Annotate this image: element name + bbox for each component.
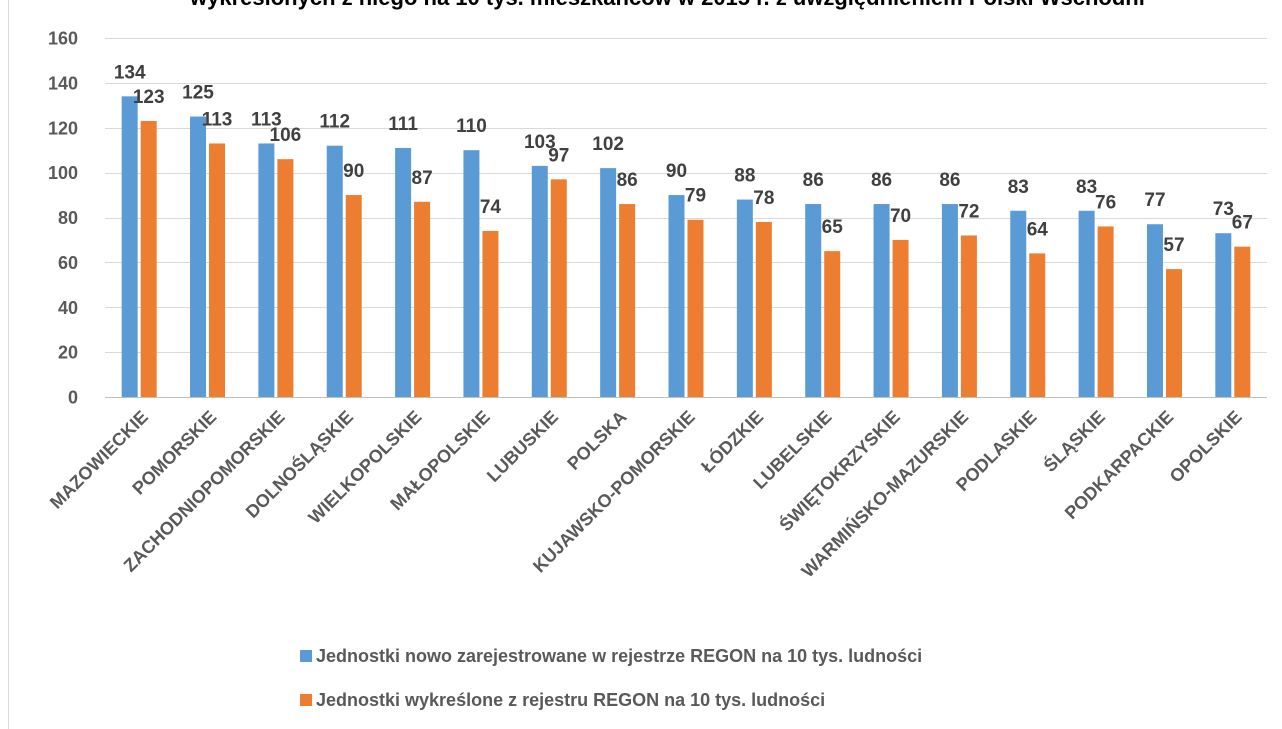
data-label-registered-12: 86 bbox=[939, 170, 960, 191]
bar-deregistered-14 bbox=[1097, 226, 1114, 397]
data-label-deregistered-16: 67 bbox=[1232, 213, 1253, 234]
data-label-registered-3: 112 bbox=[319, 112, 350, 133]
data-label-registered-10: 86 bbox=[803, 170, 824, 191]
chart-title: wykreślonych z niego na 10 tys. mieszkań… bbox=[190, 0, 1280, 11]
y-tick-label-40: 40 bbox=[58, 298, 78, 318]
bar-registered-10 bbox=[805, 204, 822, 397]
bar-deregistered-1 bbox=[209, 143, 226, 397]
data-label-deregistered-5: 74 bbox=[480, 197, 502, 218]
bar-registered-9 bbox=[736, 199, 753, 397]
bar-registered-1 bbox=[190, 116, 207, 397]
legend-item-registered: Jednostki nowo zarejestrowane w rejestrz… bbox=[300, 646, 1200, 666]
data-label-registered-9: 88 bbox=[734, 166, 755, 187]
data-label-registered-8: 90 bbox=[666, 161, 687, 182]
data-label-registered-6: 103 bbox=[524, 132, 556, 153]
legend-label-deregistered: Jednostki wykreślone z rejestru REGON na… bbox=[316, 690, 826, 710]
bar-registered-14 bbox=[1078, 210, 1095, 397]
bar-registered-3 bbox=[326, 145, 343, 397]
bar-registered-8 bbox=[668, 195, 685, 397]
legend-label-registered: Jednostki nowo zarejestrowane w rejestrz… bbox=[316, 646, 923, 666]
bar-deregistered-7 bbox=[619, 204, 636, 397]
data-label-deregistered-1: 113 bbox=[202, 109, 233, 130]
data-label-registered-2: 113 bbox=[251, 109, 282, 130]
data-label-deregistered-10: 65 bbox=[822, 217, 844, 238]
data-label-deregistered-2: 106 bbox=[270, 125, 302, 146]
bar-registered-2 bbox=[258, 143, 275, 397]
legend-swatch-deregistered bbox=[300, 694, 312, 706]
bar-deregistered-12 bbox=[960, 235, 977, 397]
bar-registered-15 bbox=[1146, 224, 1163, 397]
bar-deregistered-13 bbox=[1029, 253, 1046, 397]
chart-area bbox=[8, 0, 1282, 729]
bar-registered-16 bbox=[1215, 233, 1232, 397]
data-label-deregistered-12: 72 bbox=[958, 201, 979, 222]
bar-registered-7 bbox=[600, 168, 617, 397]
legend-item-deregistered: Jednostki wykreślone z rejestru REGON na… bbox=[300, 690, 1200, 710]
data-label-registered-5: 110 bbox=[456, 116, 487, 137]
bar-deregistered-8 bbox=[687, 219, 704, 397]
bar-deregistered-10 bbox=[824, 251, 841, 397]
data-label-registered-11: 86 bbox=[871, 170, 892, 191]
data-label-deregistered-6: 97 bbox=[548, 145, 569, 166]
bar-deregistered-6 bbox=[550, 179, 567, 397]
data-label-deregistered-8: 79 bbox=[685, 186, 706, 207]
bar-registered-11 bbox=[873, 204, 890, 397]
bar-deregistered-15 bbox=[1165, 269, 1182, 397]
bar-deregistered-2 bbox=[277, 159, 294, 397]
y-tick-label-60: 60 bbox=[58, 253, 78, 273]
y-tick-label-80: 80 bbox=[58, 208, 78, 228]
bar-deregistered-3 bbox=[345, 195, 362, 397]
data-label-deregistered-13: 64 bbox=[1027, 219, 1049, 240]
bar-deregistered-16 bbox=[1234, 246, 1251, 397]
y-tick-label-160: 160 bbox=[48, 29, 78, 49]
data-label-deregistered-15: 57 bbox=[1163, 235, 1184, 256]
data-label-registered-0: 134 bbox=[114, 62, 146, 83]
y-tick-label-120: 120 bbox=[48, 118, 78, 138]
bar-registered-5 bbox=[463, 150, 480, 397]
y-tick-label-100: 100 bbox=[48, 163, 78, 183]
data-label-registered-7: 102 bbox=[592, 134, 624, 155]
bar-registered-4 bbox=[395, 147, 412, 397]
bar-registered-6 bbox=[531, 165, 548, 397]
bar-deregistered-0 bbox=[140, 121, 157, 398]
data-label-deregistered-0: 123 bbox=[133, 87, 165, 108]
data-label-registered-4: 111 bbox=[388, 114, 418, 135]
bar-deregistered-11 bbox=[892, 239, 909, 397]
bar-deregistered-9 bbox=[755, 221, 772, 397]
data-label-registered-14: 83 bbox=[1076, 177, 1097, 198]
data-label-registered-1: 125 bbox=[182, 83, 214, 104]
data-label-deregistered-9: 78 bbox=[753, 188, 774, 209]
data-label-registered-15: 77 bbox=[1144, 190, 1165, 211]
data-label-deregistered-4: 87 bbox=[412, 168, 433, 189]
legend: Jednostki nowo zarejestrowane w rejestrz… bbox=[300, 0, 1200, 729]
data-label-deregistered-14: 76 bbox=[1095, 192, 1116, 213]
bar-deregistered-5 bbox=[482, 230, 499, 397]
bar-registered-13 bbox=[1010, 210, 1027, 397]
y-tick-label-0: 0 bbox=[68, 388, 78, 408]
data-label-deregistered-7: 86 bbox=[617, 170, 638, 191]
x-tick-label-0: MAZOWIECKIE bbox=[46, 407, 152, 513]
bar-registered-0 bbox=[121, 96, 138, 398]
data-label-deregistered-3: 90 bbox=[343, 161, 364, 182]
y-tick-label-140: 140 bbox=[48, 73, 78, 93]
y-tick-label-20: 20 bbox=[58, 343, 78, 363]
data-label-registered-16: 73 bbox=[1213, 199, 1234, 220]
data-label-deregistered-11: 70 bbox=[890, 206, 911, 227]
legend-swatch-registered bbox=[300, 650, 312, 662]
bar-registered-12 bbox=[941, 204, 958, 397]
bar-deregistered-4 bbox=[414, 201, 431, 397]
data-label-registered-13: 83 bbox=[1008, 177, 1029, 198]
